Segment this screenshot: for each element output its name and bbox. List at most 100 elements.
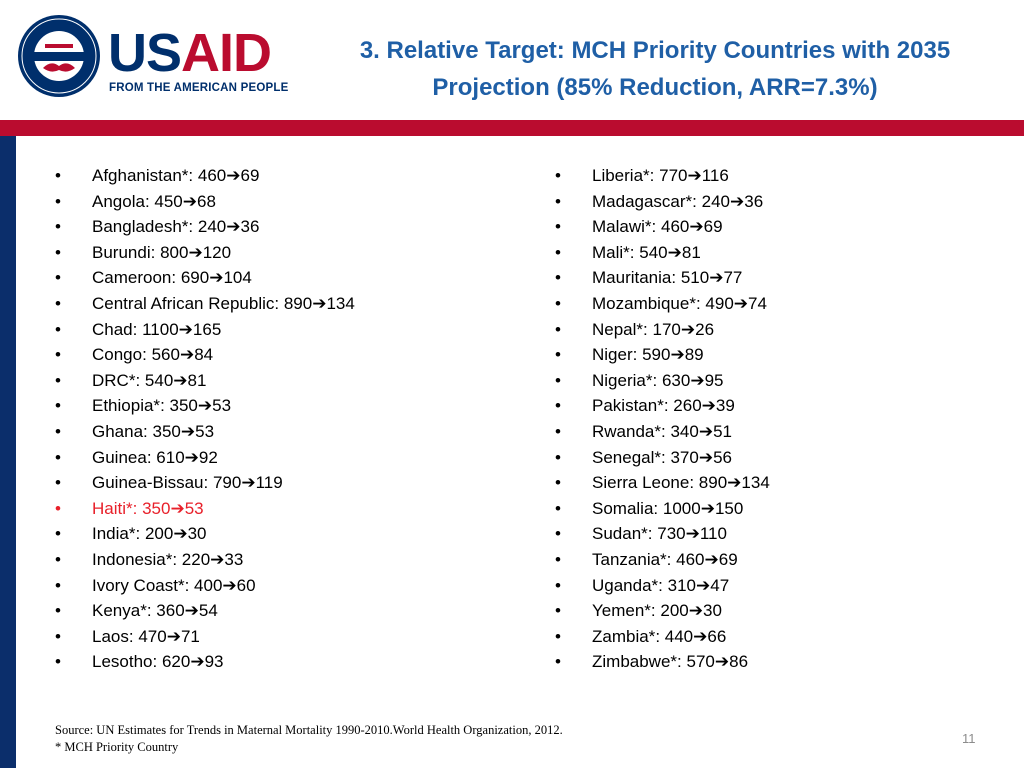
baseline-value: 800 [160, 242, 189, 262]
baseline-value: 260 [673, 396, 702, 416]
target-value: 84 [194, 345, 214, 365]
slide-title: 3. Relative Target: MCH Priority Countri… [300, 32, 1010, 106]
country-item: Somalia: 1000➔150 [555, 496, 770, 522]
arrow-right-icon: ➔ [680, 319, 696, 339]
baseline-value: 890 [283, 293, 313, 313]
target-value: 119 [255, 473, 283, 493]
baseline-value: 470 [138, 626, 167, 646]
country-list-left: Afghanistan*: 460➔69Angola: 450➔68Bangla… [55, 163, 355, 675]
country-name: Zambia* [592, 626, 656, 646]
baseline-value: 460 [660, 217, 690, 237]
country-name: Guinea [92, 447, 147, 467]
country-item: Haiti*: 350➔53 [55, 496, 355, 522]
arrow-right-icon: ➔ [178, 319, 193, 339]
target-value: 30 [703, 601, 722, 621]
country-name: India* [92, 524, 136, 544]
arrow-right-icon: ➔ [241, 473, 256, 493]
country-item: Central African Republic: 890➔134 [55, 291, 355, 317]
baseline-value: 620 [161, 652, 191, 672]
arrow-right-icon: ➔ [730, 191, 745, 211]
country-item: Indonesia*: 220➔33 [55, 547, 355, 573]
target-value: 92 [198, 447, 218, 467]
country-name: Yemen* [592, 601, 651, 621]
baseline-value: 540 [639, 242, 668, 262]
baseline-value: 460 [197, 166, 227, 185]
arrow-right-icon: ➔ [704, 549, 719, 569]
page-number: 11 [962, 731, 976, 746]
target-value: 116 [701, 166, 729, 185]
target-value: 53 [184, 498, 204, 518]
baseline-value: 540 [144, 370, 174, 390]
arrow-right-icon: ➔ [209, 268, 224, 288]
baseline-value: 340 [670, 421, 699, 441]
country-item: Kenya*: 360➔54 [55, 598, 355, 624]
country-item: Mali*: 540➔81 [555, 240, 770, 266]
country-item: Zimbabwe*: 570➔86 [555, 649, 770, 675]
country-item: Ethiopia*: 350➔53 [55, 393, 355, 419]
country-item: Liberia*: 770➔116 [555, 163, 770, 189]
baseline-value: 570 [686, 652, 715, 672]
baseline-value: 200 [144, 524, 174, 544]
country-name: Ethiopia* [92, 396, 161, 416]
target-value: 81 [681, 242, 701, 262]
country-name: Laos [92, 626, 129, 646]
arrow-right-icon: ➔ [188, 242, 203, 262]
baseline-value: 240 [701, 191, 730, 211]
usaid-wordmark: USAID [108, 26, 272, 80]
baseline-value: 170 [652, 319, 681, 339]
country-name: Tanzania* [592, 549, 667, 569]
country-name: Chad [92, 319, 133, 339]
country-item: Ghana: 350➔53 [55, 419, 355, 445]
target-value: 60 [236, 575, 256, 595]
arrow-right-icon: ➔ [166, 626, 181, 646]
arrow-right-icon: ➔ [170, 498, 185, 518]
baseline-value: 890 [698, 473, 728, 493]
country-name: Guinea-Bissau [92, 473, 204, 493]
arrow-right-icon: ➔ [180, 421, 196, 441]
arrow-right-icon: ➔ [190, 652, 205, 672]
arrow-right-icon: ➔ [182, 191, 198, 211]
target-value: 104 [223, 268, 252, 288]
country-item: Guinea: 610➔92 [55, 445, 355, 471]
country-name: Burundi [92, 242, 151, 262]
country-name: Rwanda* [592, 421, 661, 441]
target-value: 93 [204, 652, 224, 672]
baseline-value: 690 [180, 268, 210, 288]
arrow-right-icon: ➔ [312, 293, 327, 313]
arrow-right-icon: ➔ [179, 345, 195, 365]
header-divider-bar [0, 120, 1024, 136]
arrow-right-icon: ➔ [173, 524, 188, 544]
country-name: Kenya* [92, 601, 147, 621]
baseline-value: 350 [152, 421, 181, 441]
arrow-right-icon: ➔ [690, 370, 705, 390]
country-name: Senegal* [592, 447, 662, 467]
target-value: 36 [744, 191, 764, 211]
slide-title-line-1: 3. Relative Target: MCH Priority Countri… [359, 37, 951, 64]
arrow-right-icon: ➔ [701, 396, 716, 416]
baseline-value: 630 [661, 370, 691, 390]
arrow-right-icon: ➔ [700, 498, 715, 518]
arrow-right-icon: ➔ [197, 396, 213, 416]
arrow-right-icon: ➔ [210, 549, 225, 569]
country-item: Chad: 1100➔165 [55, 317, 355, 343]
left-accent-bar [0, 136, 16, 768]
country-item: Yemen*: 200➔30 [555, 598, 770, 624]
country-name: Bangladesh* [92, 217, 189, 237]
country-item: Nigeria*: 630➔95 [555, 368, 770, 394]
country-name: Angola [92, 191, 145, 211]
target-value: 71 [180, 626, 200, 646]
country-name: Sierra Leone [592, 473, 690, 493]
country-item: Cameroon: 690➔104 [55, 265, 355, 291]
target-value: 66 [707, 626, 727, 646]
target-value: 54 [198, 601, 218, 621]
arrow-right-icon: ➔ [226, 166, 241, 185]
target-value: 47 [710, 575, 730, 595]
baseline-value: 510 [680, 268, 710, 288]
country-name: Liberia* [592, 166, 650, 185]
target-value: 95 [704, 370, 724, 390]
source-citation: Source: UN Estimates for Trends in Mater… [55, 723, 563, 737]
target-value: 51 [713, 421, 732, 441]
country-name: Mozambique* [592, 293, 696, 313]
country-item: Mozambique*: 490➔74 [555, 291, 770, 317]
target-value: 86 [729, 652, 749, 672]
